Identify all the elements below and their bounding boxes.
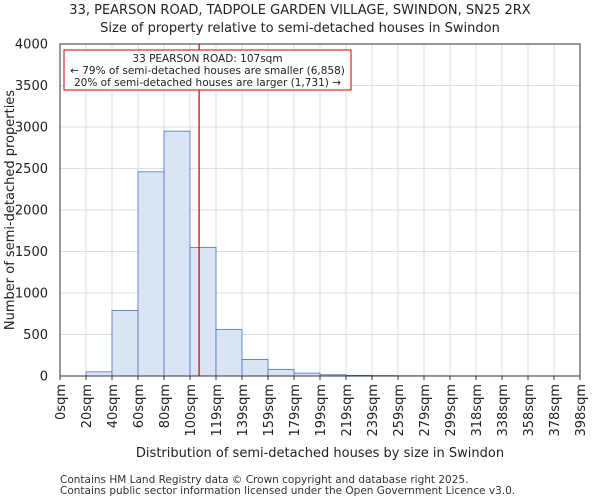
x-tick-label: 378sqm [548, 384, 563, 437]
x-tick-label: 318sqm [470, 384, 485, 437]
bars [85, 130, 503, 377]
annotation-line-1: 33 PEARSON ROAD: 107sqm [132, 53, 282, 65]
x-tick-label: 139sqm [236, 384, 251, 437]
x-tick-label: 60sqm [132, 384, 147, 428]
x-tick-label: 279sqm [418, 384, 433, 437]
y-tick-label: 0 [40, 370, 48, 385]
axes [59, 43, 581, 380]
x-tick-label: 398sqm [574, 384, 589, 437]
x-tick-label: 100sqm [184, 384, 199, 437]
y-tick-label: 1500 [15, 245, 48, 260]
x-tick-label: 40sqm [106, 384, 121, 428]
x-tick-label: 20sqm [80, 384, 95, 428]
histogram-bar [267, 368, 295, 377]
footer-licence: Contains public sector information licen… [60, 485, 516, 497]
y-axis-label: Number of semi-detached properties [3, 90, 18, 330]
chart-subtitle: Size of property relative to semi-detach… [100, 21, 500, 36]
x-tick-label: 199sqm [314, 384, 329, 437]
x-tick-label: 159sqm [262, 384, 277, 437]
y-tick-label: 2500 [15, 162, 48, 177]
histogram-bar [111, 310, 139, 377]
histogram-bar [215, 329, 243, 377]
y-tick-label: 3000 [15, 121, 48, 136]
x-tick-label: 0sqm [54, 384, 69, 420]
x-tick-label: 259sqm [392, 384, 407, 437]
histogram-bar [241, 358, 269, 377]
y-tick-labels: 0 500 1000 1500 2000 2500 3000 3500 4000 [15, 38, 48, 385]
x-tick-label: 179sqm [288, 384, 303, 437]
histogram-bar [137, 171, 165, 377]
x-axis-label: Distribution of semi-detached houses by … [136, 446, 504, 461]
histogram-bar [189, 246, 217, 377]
x-tick-labels: 0sqm 20sqm 40sqm 60sqm 80sqm 100sqm 119sqm 139s… [54, 384, 589, 437]
footer-copyright: Contains HM Land Registry data © Crown c… [60, 474, 469, 486]
annotation-box: 33 PEARSON ROAD: 107sqm ← 79% of semi-de… [63, 49, 352, 91]
annotation-line-3: 20% of semi-detached houses are larger (… [74, 77, 341, 89]
x-tick-label: 80sqm [158, 384, 173, 428]
y-tick-label: 2000 [15, 204, 48, 219]
x-tick-label: 338sqm [496, 384, 511, 437]
y-tick-label: 500 [23, 328, 48, 343]
x-tick-label: 358sqm [522, 384, 537, 437]
x-tick-label: 119sqm [210, 384, 225, 437]
y-tick-label: 4000 [15, 38, 48, 53]
y-tick-label: 1000 [15, 287, 48, 302]
x-tick-label: 219sqm [340, 384, 355, 437]
histogram-bar [163, 130, 191, 377]
x-tick-label: 239sqm [366, 384, 381, 437]
y-tick-label: 3500 [15, 79, 48, 94]
annotation-border [63, 49, 352, 91]
chart-title-address: 33, PEARSON ROAD, TADPOLE GARDEN VILLAGE… [69, 3, 531, 18]
annotation-line-2: ← 79% of semi-detached houses are smalle… [70, 65, 345, 77]
x-tick-label: 299sqm [444, 384, 459, 437]
histogram-bar [85, 371, 113, 377]
